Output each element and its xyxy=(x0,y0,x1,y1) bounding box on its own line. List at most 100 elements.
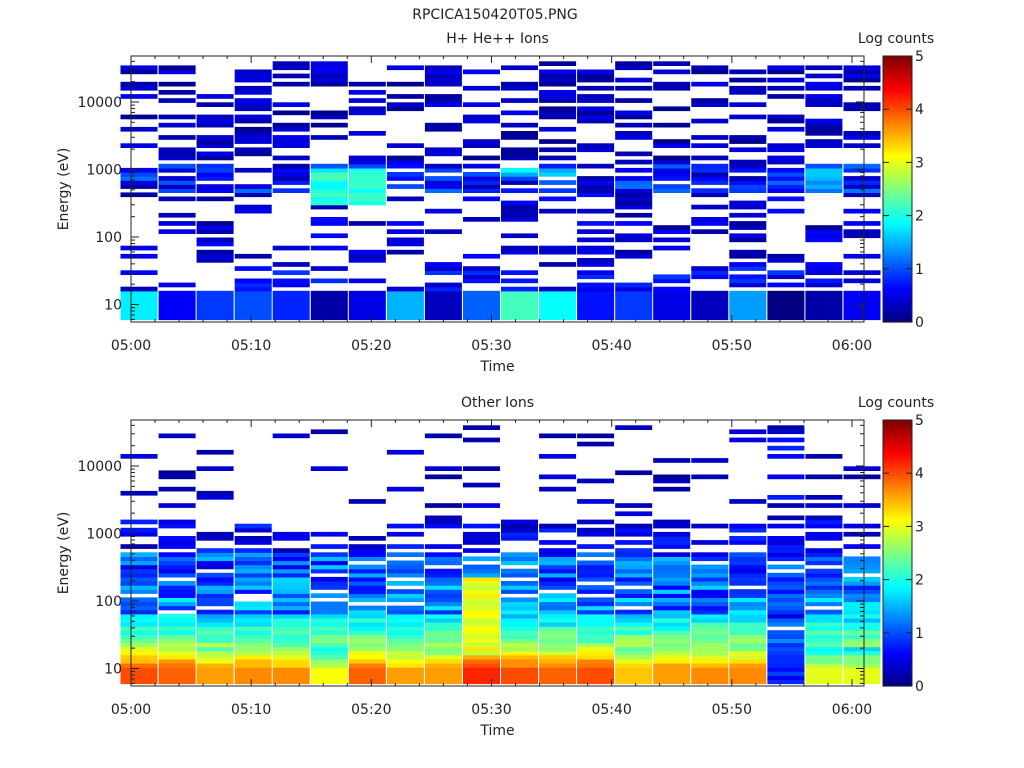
heatmap-cell xyxy=(805,163,843,169)
heatmap-cell xyxy=(539,262,577,267)
colorbar-segment xyxy=(883,635,912,639)
heatmap-cell xyxy=(196,307,234,312)
heatmap-cell xyxy=(158,572,196,578)
heatmap-cell xyxy=(539,523,577,529)
heatmap-cell xyxy=(310,188,348,193)
heatmap-cell xyxy=(234,98,272,103)
heatmap-cell xyxy=(463,601,500,607)
heatmap-cell xyxy=(767,503,805,508)
colorbar-segment xyxy=(883,319,912,323)
colorbar-segment xyxy=(883,430,912,434)
colorbar-segment xyxy=(883,598,912,602)
heatmap-cell xyxy=(463,299,500,304)
heatmap-cell xyxy=(501,270,538,275)
heatmap-cell xyxy=(234,617,272,623)
heatmap-cell xyxy=(539,172,577,177)
heatmap-cell xyxy=(691,188,729,193)
panel-other-ions: 05:00 05:10 05:20 05:30 05:40 05:50 06:0010100… xyxy=(56,395,934,739)
heatmap-cell xyxy=(767,556,805,562)
heatmap-cell xyxy=(577,262,615,267)
colorbar-segment xyxy=(883,290,912,294)
x-tick-label: 05:10 xyxy=(231,702,271,718)
heatmap-cell xyxy=(310,311,348,316)
heatmap-cell xyxy=(234,85,272,91)
heatmap-cell xyxy=(691,315,729,321)
colorbar-segment xyxy=(883,119,912,124)
heatmap-cell xyxy=(539,663,577,668)
heatmap-cell xyxy=(424,307,462,312)
heatmap-cell xyxy=(805,454,843,459)
heatmap-cell xyxy=(843,290,881,296)
colorbar-segment xyxy=(883,250,912,254)
heatmap-cell xyxy=(386,229,424,234)
heatmap-cell xyxy=(615,613,653,619)
heatmap-cell xyxy=(577,589,615,594)
heatmap-cell xyxy=(653,679,691,685)
colorbar-segment xyxy=(883,263,912,267)
heatmap-cell xyxy=(805,98,843,103)
heatmap-cell xyxy=(767,601,805,607)
heatmap-cell xyxy=(348,650,386,656)
heatmap-cell xyxy=(158,642,196,648)
heatmap-cell xyxy=(234,188,272,193)
heatmap-cell xyxy=(272,626,310,631)
heatmap-cell xyxy=(767,196,805,202)
heatmap-cell xyxy=(158,585,196,590)
heatmap-cell xyxy=(120,650,158,656)
heatmap-cell xyxy=(310,667,348,672)
heatmap-cell xyxy=(158,188,196,193)
heatmap-cell xyxy=(767,445,805,451)
heatmap-cell xyxy=(158,90,196,95)
heatmap-cell xyxy=(767,675,805,680)
heatmap-cell xyxy=(196,576,234,582)
heatmap-cell xyxy=(729,613,767,619)
colorbar-segment xyxy=(883,518,912,522)
heatmap-cell xyxy=(615,221,653,226)
heatmap-cell xyxy=(120,601,158,607)
heatmap-cell xyxy=(234,167,272,173)
heatmap-cell xyxy=(272,262,310,267)
heatmap-cell xyxy=(196,552,234,557)
heatmap-cell xyxy=(158,307,196,312)
heatmap-cell xyxy=(501,208,538,214)
heatmap-cell xyxy=(805,180,843,185)
heatmap-cell xyxy=(653,667,691,672)
colorbar-segment xyxy=(883,587,912,591)
heatmap-cell xyxy=(539,667,577,672)
heatmap-cell xyxy=(348,642,386,648)
heatmap-cell xyxy=(501,212,538,218)
heatmap-cell xyxy=(272,581,310,586)
heatmap-cell xyxy=(729,552,767,557)
heatmap-cell xyxy=(120,663,158,668)
heatmap-cell xyxy=(615,503,653,508)
colorbar-segment xyxy=(883,576,912,581)
heatmap-cell xyxy=(386,572,424,578)
colorbar-segment xyxy=(883,510,912,514)
heatmap-cell xyxy=(424,315,462,321)
heatmap-cell xyxy=(424,147,462,153)
heatmap-cell xyxy=(348,294,386,300)
heatmap-cell xyxy=(615,593,653,598)
colorbar-segment xyxy=(883,640,912,645)
heatmap-cell xyxy=(539,147,577,153)
heatmap-cell xyxy=(234,605,272,611)
heatmap-cell xyxy=(120,613,158,619)
heatmap-cell xyxy=(691,663,729,668)
colorbar-tick-label: 4 xyxy=(915,466,924,482)
heatmap-cell xyxy=(539,290,577,296)
y-tick-label: 10 xyxy=(104,297,122,313)
colorbar-tick-label: 5 xyxy=(915,49,924,65)
heatmap-cell xyxy=(577,585,615,590)
heatmap-cell xyxy=(843,671,881,676)
heatmap-cell xyxy=(501,85,538,91)
heatmap-cell xyxy=(729,167,767,173)
heatmap-cell xyxy=(805,143,843,148)
heatmap-cell xyxy=(272,667,310,672)
heatmap-cell xyxy=(577,237,615,243)
heatmap-cell xyxy=(729,663,767,668)
heatmap-cell xyxy=(653,593,691,598)
heatmap-cell xyxy=(386,634,424,639)
heatmap-cell xyxy=(272,65,310,71)
heatmap-cell xyxy=(539,564,577,570)
colorbar-segment xyxy=(883,523,912,527)
